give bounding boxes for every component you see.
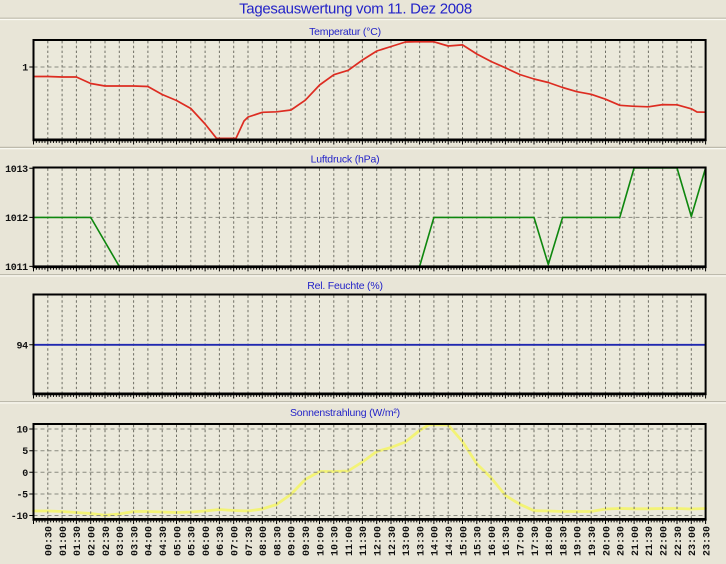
svg-text:17:00: 17:00	[517, 526, 528, 556]
svg-text:15:00: 15:00	[459, 526, 470, 556]
svg-text:Temperatur (°C): Temperatur (°C)	[309, 26, 381, 38]
svg-text:19:00: 19:00	[574, 526, 585, 556]
svg-text:11:30: 11:30	[359, 526, 370, 556]
svg-text:20:00: 20:00	[602, 526, 613, 556]
svg-text:Tagesauswertung vom 11. Dez 20: Tagesauswertung vom 11. Dez 2008	[239, 1, 472, 18]
svg-text:22:00: 22:00	[660, 526, 671, 556]
svg-text:01:00: 01:00	[59, 526, 70, 556]
svg-text:1: 1	[22, 64, 28, 75]
svg-text:06:30: 06:30	[216, 526, 227, 556]
svg-text:12:30: 12:30	[388, 526, 399, 556]
svg-text:-10: -10	[11, 512, 28, 523]
svg-text:0: 0	[22, 469, 28, 480]
svg-text:Sonnenstrahlung (W/m²): Sonnenstrahlung (W/m²)	[290, 407, 400, 419]
svg-text:Rel. Feuchte (%): Rel. Feuchte (%)	[307, 280, 383, 292]
svg-text:11:00: 11:00	[345, 526, 356, 556]
svg-text:07:00: 07:00	[231, 526, 242, 556]
svg-text:06:00: 06:00	[202, 526, 213, 556]
svg-text:94: 94	[16, 341, 28, 352]
svg-text:04:00: 04:00	[145, 526, 156, 556]
svg-text:14:00: 14:00	[431, 526, 442, 556]
svg-text:1013: 1013	[5, 165, 28, 176]
svg-text:03:00: 03:00	[116, 526, 127, 556]
svg-text:17:30: 17:30	[531, 526, 542, 556]
svg-text:00:30: 00:30	[45, 526, 56, 556]
svg-text:01:30: 01:30	[73, 526, 84, 556]
svg-text:10: 10	[16, 426, 28, 437]
svg-text:02:00: 02:00	[88, 526, 99, 556]
svg-text:04:30: 04:30	[159, 526, 170, 556]
svg-text:02:30: 02:30	[102, 526, 113, 556]
svg-text:05:00: 05:00	[173, 526, 184, 556]
svg-text:14:30: 14:30	[445, 526, 456, 556]
svg-text:16:00: 16:00	[488, 526, 499, 556]
svg-text:23:00: 23:00	[688, 526, 699, 556]
svg-text:23:30: 23:30	[702, 526, 713, 556]
svg-text:18:30: 18:30	[559, 526, 570, 556]
svg-text:13:30: 13:30	[416, 526, 427, 556]
svg-text:Luftdruck (hPa): Luftdruck (hPa)	[311, 154, 380, 166]
svg-text:18:00: 18:00	[545, 526, 556, 556]
svg-text:21:30: 21:30	[645, 526, 656, 556]
svg-text:05:30: 05:30	[188, 526, 199, 556]
svg-text:21:00: 21:00	[631, 526, 642, 556]
svg-text:08:00: 08:00	[259, 526, 270, 556]
svg-text:12:00: 12:00	[374, 526, 385, 556]
svg-text:1012: 1012	[5, 214, 28, 225]
svg-text:1011: 1011	[5, 263, 28, 274]
svg-text:22:30: 22:30	[674, 526, 685, 556]
svg-text:09:00: 09:00	[288, 526, 299, 556]
svg-text:15:30: 15:30	[474, 526, 485, 556]
svg-text:13:00: 13:00	[402, 526, 413, 556]
svg-text:09:30: 09:30	[302, 526, 313, 556]
svg-text:19:30: 19:30	[588, 526, 599, 556]
svg-text:03:30: 03:30	[130, 526, 141, 556]
svg-text:16:30: 16:30	[502, 526, 513, 556]
svg-text:10:30: 10:30	[331, 526, 342, 556]
svg-text:20:30: 20:30	[617, 526, 628, 556]
svg-text:5: 5	[22, 447, 28, 458]
svg-text:07:30: 07:30	[245, 526, 256, 556]
svg-text:-5: -5	[16, 491, 28, 502]
svg-text:08:30: 08:30	[273, 526, 284, 556]
svg-text:10:00: 10:00	[316, 526, 327, 556]
